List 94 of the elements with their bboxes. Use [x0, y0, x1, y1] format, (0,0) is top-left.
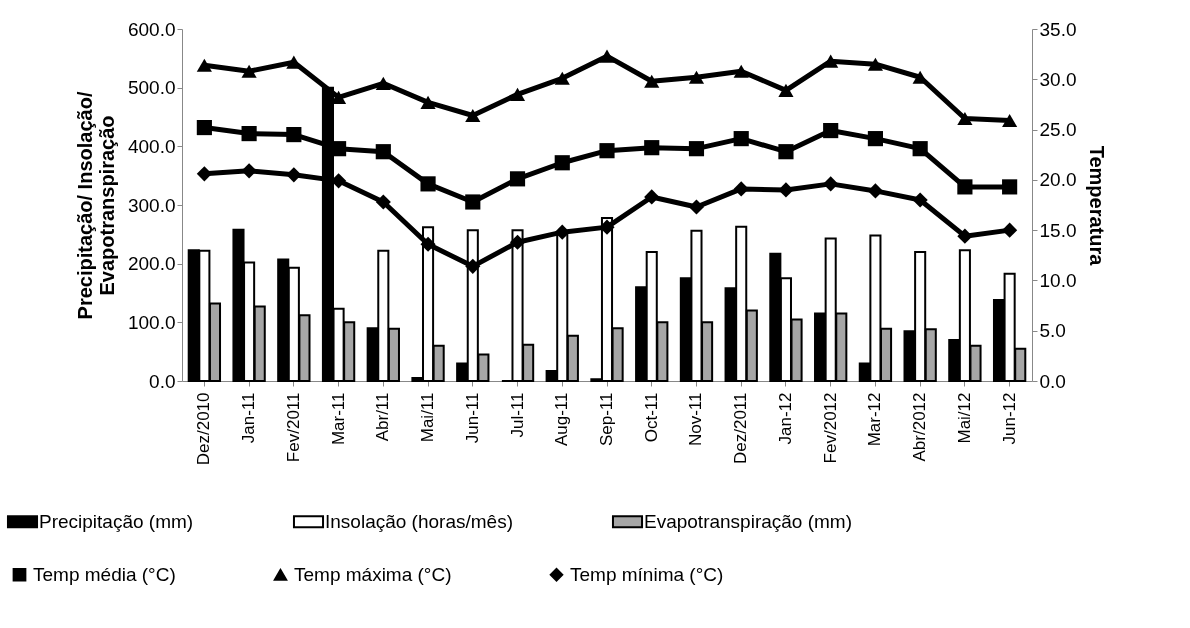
x-tick-label: Jun-11: [462, 392, 482, 444]
x-tick-label: Nov-11: [686, 392, 706, 447]
point: [867, 183, 883, 199]
point: [241, 64, 257, 78]
y-tick-label: 0.0: [149, 370, 176, 392]
x-tick-label: Mai/11: [418, 392, 438, 443]
point: [420, 95, 436, 109]
x-tick-label: Mai/12: [954, 392, 974, 444]
y2-tick-label: 30.0: [1039, 68, 1077, 90]
point: [241, 126, 257, 142]
y-tick-label: 400.0: [127, 135, 176, 157]
point: [554, 224, 570, 240]
x-tick-label: Mar-12: [865, 392, 885, 447]
point: [778, 144, 794, 160]
point: [286, 167, 302, 183]
point: [912, 141, 928, 157]
x-tick-label: Fev/2012: [820, 392, 840, 464]
point: [599, 143, 615, 159]
point: [778, 83, 794, 97]
y2-tick-label: 25.0: [1039, 119, 1077, 141]
y-tick-label: 300.0: [127, 194, 176, 216]
point: [644, 140, 660, 156]
y2-tick-label: 5.0: [1039, 320, 1066, 342]
y-axis-title: Precipitação/ Insolação/ Evapotranspiração: [73, 91, 118, 320]
point: [823, 176, 839, 192]
point: [957, 179, 973, 195]
x-tick-label: Abr/11: [373, 392, 393, 442]
point: [644, 74, 660, 88]
legend-label: Insolação (horas/mês): [325, 510, 513, 532]
y2-axis-title: Temperatura: [1086, 145, 1109, 267]
x-tick-label: Jan-11: [239, 392, 259, 444]
point: [688, 199, 705, 215]
point: [509, 234, 526, 250]
legend-label: Temp mínima (°C): [570, 563, 724, 585]
point: [196, 119, 212, 136]
point: [1002, 113, 1018, 128]
point: [688, 70, 705, 84]
point: [733, 181, 749, 197]
point: [509, 171, 526, 187]
y-tick-label: 500.0: [127, 77, 176, 99]
x-tick-label: Abr/2012: [910, 392, 930, 462]
y-tick-label: 200.0: [127, 253, 176, 275]
x-tick-label: Dez/2011: [731, 392, 751, 465]
point: [823, 122, 839, 139]
legend-label: Temp média (°C): [33, 563, 176, 585]
y2-tick-label: 10.0: [1039, 269, 1077, 291]
point: [912, 192, 928, 208]
y2-tick-label: 35.0: [1039, 18, 1077, 40]
point: [509, 87, 526, 101]
x-tick-label: Jul-11: [507, 392, 527, 438]
x-tick-label: Oct-11: [641, 392, 661, 443]
point: [867, 131, 883, 147]
point: [465, 194, 481, 210]
point: [957, 228, 973, 244]
point: [688, 141, 705, 157]
legend-label: Evapotranspiração (mm): [644, 510, 853, 532]
point: [375, 144, 391, 160]
x-tick-label: Aug-11: [552, 392, 572, 447]
point: [375, 76, 391, 90]
point: [241, 163, 257, 179]
point: [420, 176, 436, 192]
point: [1002, 222, 1018, 238]
x-tick-label: Jan-12: [775, 392, 795, 445]
x-tick-label: Fev/2011: [283, 392, 303, 463]
point: [778, 182, 794, 198]
point: [733, 131, 749, 147]
point: [465, 108, 481, 123]
point: [733, 64, 749, 78]
x-tick-label: Dez/2010: [194, 392, 214, 466]
y2-tick-label: 15.0: [1039, 219, 1077, 241]
point: [196, 166, 212, 182]
legend-label: Temp máxima (°C): [294, 563, 452, 585]
x-tick-label: Mar-11: [328, 392, 348, 446]
y2-tick-label: 0.0: [1039, 370, 1066, 392]
point: [554, 155, 570, 171]
y2-tick-label: 20.0: [1039, 169, 1077, 191]
point: [420, 236, 436, 252]
point: [1002, 179, 1018, 195]
point: [554, 71, 570, 85]
point: [286, 127, 302, 143]
point: [644, 189, 660, 205]
legend-label: Precipitação (mm): [39, 510, 194, 532]
y-tick-label: 600.0: [127, 18, 176, 40]
y-tick-label: 100.0: [127, 311, 176, 333]
x-tick-label: Sep-11: [597, 392, 616, 447]
point: [465, 258, 481, 274]
point: [823, 54, 839, 68]
point: [867, 57, 883, 71]
point: [957, 111, 973, 126]
point: [599, 219, 615, 235]
point: [599, 49, 615, 63]
point: [375, 194, 391, 210]
x-tick-label: Jun-12: [999, 392, 1019, 445]
point: [196, 58, 212, 72]
